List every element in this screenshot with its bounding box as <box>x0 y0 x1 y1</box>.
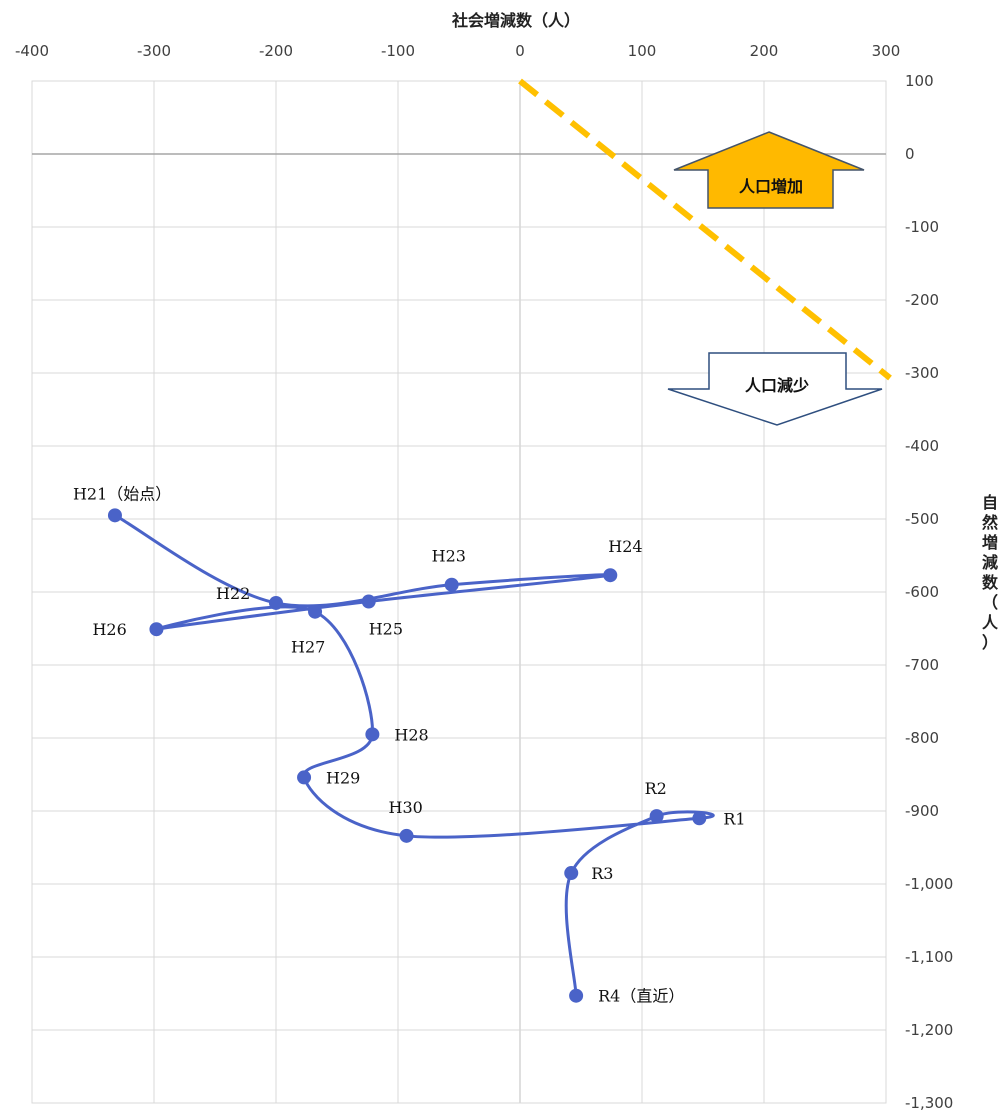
point-label: H24 <box>608 537 642 556</box>
x-tick-label: -300 <box>137 42 171 60</box>
x-tick-label: 300 <box>872 42 901 60</box>
tick-labels: -400 -300 -200 -100 0 100 200 3001000-100-200-3… <box>15 42 953 1112</box>
data-point <box>399 828 414 843</box>
data-point <box>149 622 164 637</box>
y-tick-label: -900 <box>905 802 939 820</box>
point-label: R2 <box>645 779 667 798</box>
y-tick-label: -600 <box>905 583 939 601</box>
point-label: H28 <box>394 725 428 744</box>
series-line <box>114 514 715 996</box>
y-tick-label: 100 <box>905 72 934 90</box>
y-tick-label: -300 <box>905 364 939 382</box>
point-label: R4（直近） <box>598 987 684 1006</box>
point-label: H27 <box>291 638 325 657</box>
x-tick-label: -100 <box>381 42 415 60</box>
x-tick-label: 100 <box>628 42 657 60</box>
y-tick-label: -400 <box>905 437 939 455</box>
population-increase-arrow <box>673 131 865 209</box>
y-tick-label: -200 <box>905 291 939 309</box>
data-point <box>308 604 323 619</box>
population-decrease-label: 人口減少 <box>745 376 809 395</box>
point-label: H21（始点） <box>73 484 171 503</box>
y-tick-label: -1,000 <box>905 875 953 893</box>
data-point <box>269 595 283 610</box>
data-series: H21（始点） H22 H23 H24 H25 H26 H27 H28 H29 H30 R1 R2 R3… <box>73 484 746 1005</box>
x-axis-title: 社会増減数（人） <box>451 11 580 30</box>
data-point <box>444 577 459 592</box>
data-point <box>297 770 312 785</box>
y-axis-title: 自然増減数（人） <box>982 493 999 652</box>
data-point <box>564 866 579 881</box>
point-label: H22 <box>216 584 250 603</box>
data-point <box>692 811 707 826</box>
y-tick-label: -1,300 <box>905 1094 953 1112</box>
y-tick-label: -800 <box>905 729 939 747</box>
x-tick-label: 200 <box>750 42 779 60</box>
point-label: R3 <box>591 864 613 883</box>
y-tick-label: -700 <box>905 656 939 674</box>
y-tick-label: -1,100 <box>905 948 953 966</box>
point-label: H26 <box>92 620 126 639</box>
data-point <box>107 508 122 523</box>
x-tick-label: -400 <box>15 42 49 60</box>
point-label: H23 <box>432 547 466 566</box>
x-tick-label: -200 <box>259 42 293 60</box>
point-label: H29 <box>326 768 360 787</box>
x-tick-label: 0 <box>515 42 525 60</box>
population-decrease-arrow <box>667 352 883 426</box>
data-point <box>569 988 584 1003</box>
y-tick-label: -100 <box>905 218 939 236</box>
y-tick-label: -1,200 <box>905 1021 953 1039</box>
point-label: H30 <box>389 798 423 817</box>
data-point <box>365 727 380 742</box>
data-point <box>603 568 618 583</box>
point-label: H25 <box>369 619 403 638</box>
data-point <box>361 594 376 609</box>
population-increase-label: 人口増加 <box>739 177 803 196</box>
breakeven-guide <box>518 78 892 381</box>
point-label: R1 <box>723 809 745 828</box>
y-tick-label: -500 <box>905 510 939 528</box>
breakeven-dashed-line <box>518 78 892 381</box>
data-point <box>649 809 664 824</box>
y-tick-label: 0 <box>905 145 915 163</box>
